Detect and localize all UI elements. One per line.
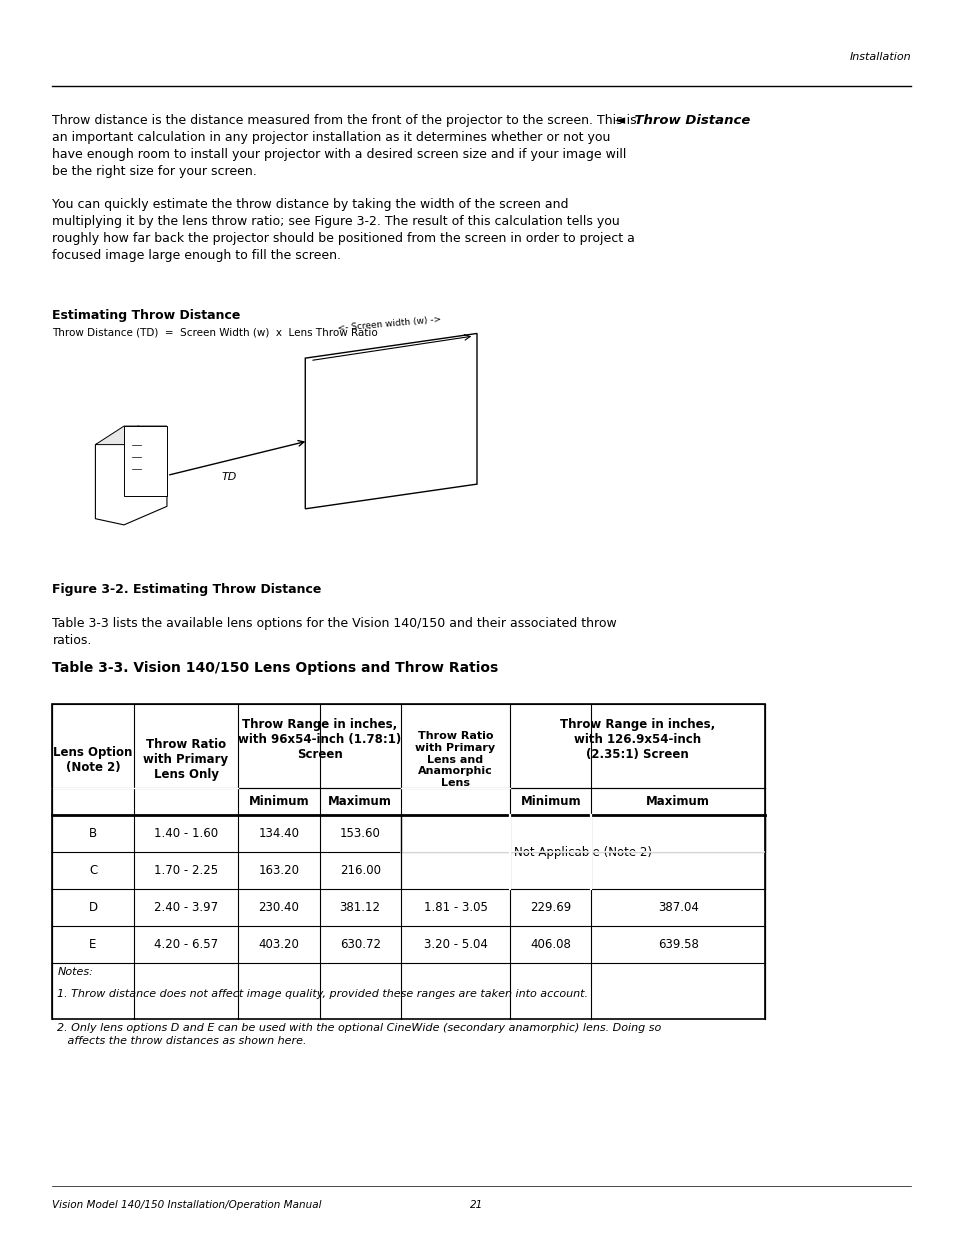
Text: 403.20: 403.20 [258,939,299,951]
Text: 3.20 - 5.04: 3.20 - 5.04 [423,939,487,951]
Text: Throw Range in inches,
with 96x54-inch (1.78:1)
Screen: Throw Range in inches, with 96x54-inch (… [237,719,401,761]
Text: TD: TD [221,472,236,482]
Text: 163.20: 163.20 [258,864,299,877]
Text: C: C [89,864,97,877]
Text: Table 3-3 lists the available lens options for the Vision 140/150 and their asso: Table 3-3 lists the available lens optio… [52,618,617,647]
Text: Throw Ratio
with Primary
Lens Only: Throw Ratio with Primary Lens Only [143,739,229,781]
Text: Maximum: Maximum [328,795,392,808]
Text: 229.69: 229.69 [530,902,571,914]
Text: 134.40: 134.40 [258,827,299,840]
Text: 639.58: 639.58 [658,939,698,951]
Text: ◄  Throw Distance: ◄ Throw Distance [615,114,750,127]
Text: 630.72: 630.72 [339,939,380,951]
Text: You can quickly estimate the throw distance by taking the width of the screen an: You can quickly estimate the throw dista… [52,198,635,262]
Text: Installation: Installation [848,52,910,62]
Text: Notes:: Notes: [57,967,93,977]
Text: Not Applicable (Note 2): Not Applicable (Note 2) [514,846,651,858]
Text: 216.00: 216.00 [339,864,380,877]
Polygon shape [124,426,167,496]
Text: 1.40 - 1.60: 1.40 - 1.60 [153,827,218,840]
Polygon shape [95,426,167,445]
Text: Estimating Throw Distance: Estimating Throw Distance [52,309,240,322]
Text: 230.40: 230.40 [258,902,299,914]
Text: Throw distance is the distance measured from the front of the projector to the s: Throw distance is the distance measured … [52,114,637,178]
Text: 2.40 - 3.97: 2.40 - 3.97 [153,902,218,914]
Text: 2. Only lens options D and E can be used with the optional CineWide (secondary a: 2. Only lens options D and E can be used… [57,1023,660,1046]
Polygon shape [95,426,167,525]
Text: 1.70 - 2.25: 1.70 - 2.25 [153,864,218,877]
Text: 387.04: 387.04 [658,902,698,914]
Text: 1. Throw distance does not affect image quality, provided these ranges are taken: 1. Throw distance does not affect image … [57,989,588,999]
Text: Maximum: Maximum [646,795,709,808]
Text: 381.12: 381.12 [339,902,380,914]
Text: Lens Option
(Note 2): Lens Option (Note 2) [53,746,132,773]
Text: 4.20 - 6.57: 4.20 - 6.57 [153,939,218,951]
FancyBboxPatch shape [52,704,764,1019]
Text: Vision Model 140/150 Installation/Operation Manual: Vision Model 140/150 Installation/Operat… [52,1200,321,1210]
Text: <- Screen width (w) ->: <- Screen width (w) -> [336,315,441,333]
Text: 406.08: 406.08 [530,939,571,951]
Text: 1.81 - 3.05: 1.81 - 3.05 [423,902,487,914]
Polygon shape [305,333,476,509]
Text: E: E [90,939,96,951]
Text: 153.60: 153.60 [339,827,380,840]
Text: D: D [89,902,97,914]
Text: Figure 3-2. Estimating Throw Distance: Figure 3-2. Estimating Throw Distance [52,583,321,597]
Text: Table 3-3. Vision 140/150 Lens Options and Throw Ratios: Table 3-3. Vision 140/150 Lens Options a… [52,661,498,674]
Text: B: B [89,827,97,840]
Text: 21: 21 [470,1200,483,1210]
Text: Throw Ratio
with Primary
Lens and
Anamorphic
Lens: Throw Ratio with Primary Lens and Anamor… [416,731,495,788]
Text: Minimum: Minimum [520,795,580,808]
Text: Throw Range in inches,
with 126.9x54-inch
(2.35:1) Screen: Throw Range in inches, with 126.9x54-inc… [559,719,715,761]
Text: Minimum: Minimum [249,795,309,808]
Text: Throw Distance (TD)  =  Screen Width (w)  x  Lens Throw Ratio: Throw Distance (TD) = Screen Width (w) x… [52,327,377,337]
